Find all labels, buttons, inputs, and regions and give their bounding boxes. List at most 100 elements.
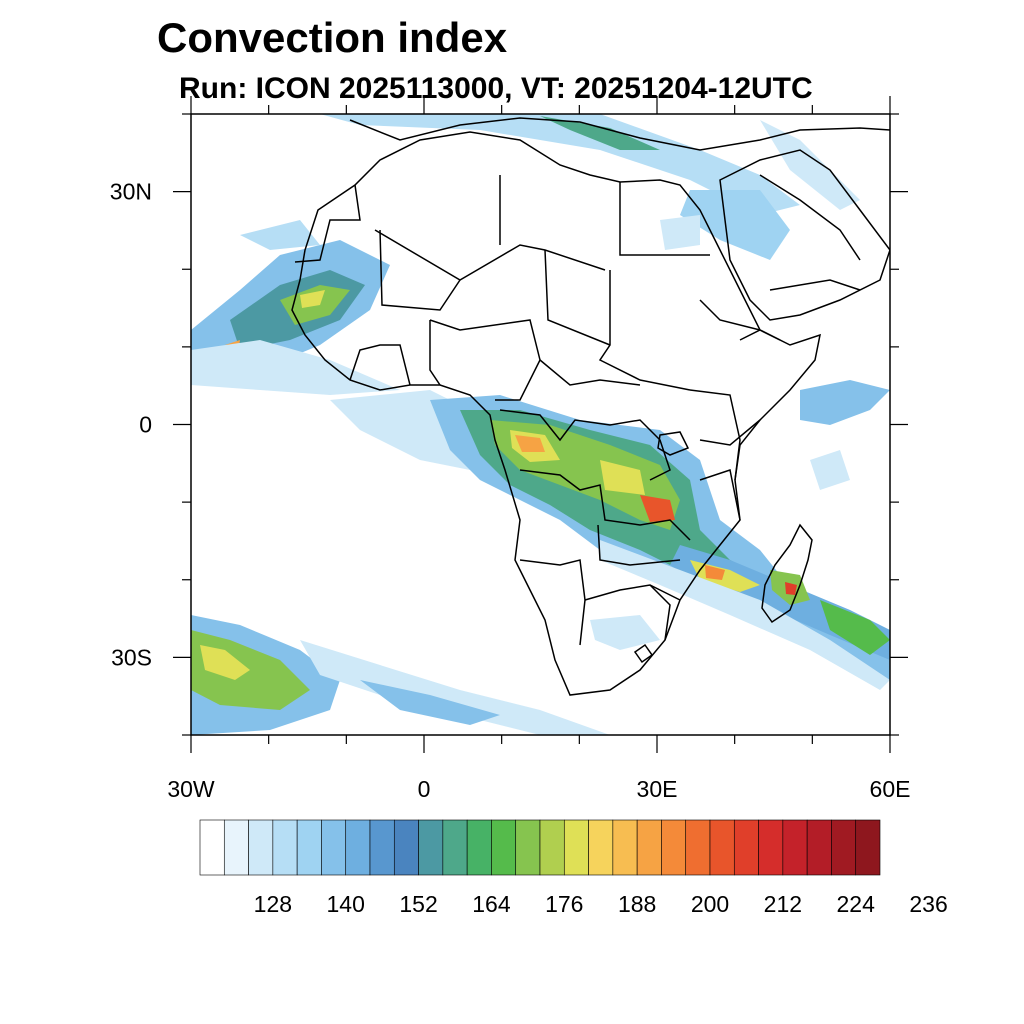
colorbar-swatch <box>733 819 759 876</box>
colorbar-swatch <box>709 819 735 876</box>
colorbar-swatch <box>661 819 687 876</box>
europe-coastline <box>349 117 890 151</box>
border-14 <box>584 584 681 601</box>
madagascar-coastline <box>761 523 813 624</box>
colorbar-swatch <box>418 819 444 876</box>
colorbar-swatch <box>612 819 638 876</box>
border-18 <box>699 469 741 521</box>
colorbar-swatch <box>369 819 395 876</box>
border-7 <box>598 270 691 391</box>
border-3 <box>379 229 461 311</box>
arabia-coastline <box>719 149 890 321</box>
lon-tick-label: 30W <box>167 776 215 802</box>
axis-tick-labels: 30W 0 30E 60E 30N 0 30S <box>110 179 911 802</box>
field-nw-streak <box>240 220 320 250</box>
field-congo-orange <box>515 435 545 452</box>
colorbar-swatch <box>855 819 881 876</box>
colorbar-swatch <box>272 819 298 876</box>
colorbar-swatch <box>466 819 492 876</box>
colorbar-tick-label: 152 <box>399 891 437 917</box>
border-22 <box>429 320 441 386</box>
colorbar-swatch <box>296 819 322 876</box>
field-s-atlantic-band-2 <box>360 680 500 725</box>
field-west-africa-hot <box>300 290 325 308</box>
colorbar-swatch <box>223 819 249 876</box>
border-23 <box>759 174 861 261</box>
lake-victoria <box>657 431 690 456</box>
colorbar-swatch <box>491 819 517 876</box>
field-s-atlantic-band <box>300 640 610 735</box>
field-south-africa-spots <box>590 615 660 650</box>
colorbar-swatch <box>831 819 857 876</box>
colorbar <box>199 819 881 876</box>
field-sw-indian-streak <box>820 600 890 655</box>
lat-tick-label: 30S <box>111 644 152 670</box>
lat-tick-label: 0 <box>139 412 152 438</box>
colorbar-tick-label: 236 <box>909 891 947 917</box>
border-16 <box>689 389 741 481</box>
convection-field <box>191 114 890 735</box>
colorbar-swatch <box>636 819 662 876</box>
colorbar-tick-label: 200 <box>691 891 729 917</box>
colorbar-swatch <box>515 819 541 876</box>
border-20 <box>699 299 761 331</box>
border-6 <box>544 249 611 346</box>
border-10 <box>499 409 671 481</box>
colorbar-tick-label: 212 <box>764 891 802 917</box>
field-e-indian <box>800 380 890 425</box>
colorbar-swatch <box>588 819 614 876</box>
chart-subtitle: Run: ICON 2025113000, VT: 20251204-12UTC <box>179 72 813 105</box>
lon-tick-label: 0 <box>418 776 431 802</box>
border-5 <box>619 182 710 256</box>
colorbar-swatch <box>563 819 589 876</box>
colorbar-tick-label: 188 <box>618 891 656 917</box>
field-moz-hot <box>705 565 725 580</box>
border-9 <box>539 359 641 386</box>
colorbar-swatch <box>539 819 565 876</box>
colorbar-swatch <box>758 819 784 876</box>
colorbar-tick-label: 128 <box>254 891 292 917</box>
colorbar-tick-label: 140 <box>327 891 365 917</box>
field-moz-channel-streak <box>600 540 890 690</box>
border-13 <box>519 559 586 646</box>
border-12 <box>597 524 681 566</box>
lon-tick-label: 30E <box>637 776 678 802</box>
colorbar-swatch <box>321 819 347 876</box>
colorbar-swatch <box>248 819 274 876</box>
colorbar-tick-label: 164 <box>472 891 511 917</box>
colorbar-swatch <box>393 819 419 876</box>
colorbar-tick-label: 176 <box>545 891 583 917</box>
coastlines-and-borders <box>291 117 890 696</box>
field-sw-atlantic-hot <box>200 645 250 680</box>
border-1 <box>294 184 361 263</box>
field-mediterranean-core <box>540 116 660 150</box>
colorbar-labels: 128 140 152 164 176 188 200 212 224 236 <box>254 891 948 917</box>
colorbar-tick-label: 224 <box>837 891 876 917</box>
field-e-indian-2 <box>810 450 850 490</box>
field-madagascar-hot <box>785 582 797 595</box>
border-24 <box>769 279 861 291</box>
border-21 <box>349 344 411 386</box>
border-8 <box>429 319 541 401</box>
lat-tick-label: 30N <box>110 179 152 205</box>
colorbar-swatch <box>345 819 371 876</box>
field-middle-east-2 <box>760 120 860 210</box>
border-15 <box>649 584 671 641</box>
field-red-sea <box>660 215 700 250</box>
field-middle-east <box>680 190 790 260</box>
axis-ticks <box>173 96 908 753</box>
border-17 <box>699 419 761 446</box>
field-tanganyika-hot <box>640 495 675 522</box>
field-tanganyika-yellow <box>600 460 645 495</box>
colorbar-swatch <box>782 819 808 876</box>
colorbar-swatch <box>442 819 468 876</box>
colorbar-swatch <box>685 819 711 876</box>
colorbar-swatch <box>806 819 832 876</box>
field-w-atlantic-streak <box>191 340 400 395</box>
border-11 <box>519 469 691 541</box>
border-19 <box>739 329 781 341</box>
lesotho-border <box>633 643 654 664</box>
colorbar-swatch <box>199 819 225 876</box>
lon-tick-label: 60E <box>870 776 911 802</box>
